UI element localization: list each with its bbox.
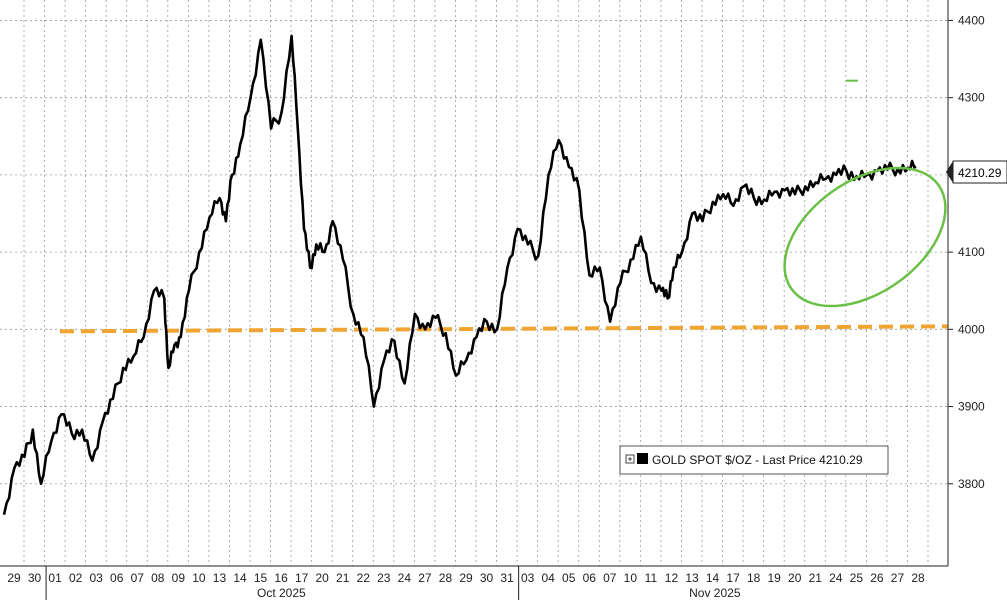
x-tick-label: 29 (459, 571, 473, 585)
x-tick-label: 07 (603, 571, 617, 585)
x-tick-label: 01 (48, 571, 62, 585)
x-tick-label: 29 (7, 571, 21, 585)
reference-line (59, 79, 949, 334)
x-tick-label: 27 (891, 571, 905, 585)
x-axis: 29 30 01 02 03 06 07 08 09 10 13 14 15 16 17 20 21 22 23 24… (0, 565, 948, 600)
x-tick-label: 15 (254, 571, 268, 585)
recent-rally-ellipse (783, 166, 947, 308)
x-tick-label: 22 (357, 571, 371, 585)
x-tick-label: 27 (418, 571, 432, 585)
x-tick-label: 06 (583, 571, 597, 585)
x-tick-label: 06 (110, 571, 124, 585)
x-tick-label: 26 (870, 571, 884, 585)
y-tick-label: 4400 (958, 13, 985, 27)
x-tick-label: 10 (192, 571, 206, 585)
x-tick-label: 04 (542, 571, 556, 585)
x-tick-label: 05 (562, 571, 576, 585)
x-tick-label: 17 (295, 571, 309, 585)
y-tick-label: 4100 (958, 245, 985, 259)
x-tick-label: 20 (788, 571, 802, 585)
x-tick-label: 12 (665, 571, 679, 585)
x-tick-label: 30 (28, 571, 42, 585)
y-tick-label: 4000 (958, 322, 985, 336)
x-tick-label: 18 (747, 571, 761, 585)
month-label-oct: Oct 2025 (257, 586, 306, 600)
x-tick-label: 02 (69, 571, 83, 585)
x-tick-label: 30 (480, 571, 494, 585)
x-tick-label: 10 (624, 571, 638, 585)
x-tick-label: 21 (809, 571, 823, 585)
x-tick-label: 28 (439, 571, 453, 585)
gold-spot-line (2, 34, 917, 515)
legend: GOLD SPOT $/OZ - Last Price 4210.29 (619, 445, 889, 475)
reference-line-4000 (59, 324, 949, 334)
legend-box (619, 445, 889, 475)
legend-label: GOLD SPOT $/OZ - Last Price 4210.29 (652, 453, 863, 467)
x-tick-label: 20 (316, 571, 330, 585)
price-series (2, 34, 917, 515)
x-tick-label: 14 (233, 571, 247, 585)
x-tick-label: 07 (131, 571, 145, 585)
x-tick-label: 13 (213, 571, 227, 585)
x-tick-label: 03 (521, 571, 535, 585)
x-tick-label: 16 (274, 571, 288, 585)
last-price-value: 4210.29 (958, 166, 1002, 180)
last-price-tag: 4210.29 (946, 160, 1007, 184)
x-tick-label: 11 (645, 571, 658, 585)
y-tick-label: 3900 (958, 400, 985, 414)
highlight-ellipse (783, 166, 947, 308)
y-tick-label: 4300 (958, 91, 985, 105)
x-tick-label: 21 (336, 571, 350, 585)
legend-swatch (637, 453, 648, 464)
x-tick-label: 09 (172, 571, 186, 585)
x-tick-label: 24 (398, 571, 412, 585)
month-label-nov: Nov 2025 (689, 586, 741, 600)
x-tick-label: 08 (151, 571, 165, 585)
x-tick-label: 13 (685, 571, 699, 585)
x-tick-label: 31 (500, 571, 514, 585)
x-tick-label: 19 (768, 571, 782, 585)
x-tick-label: 28 (911, 571, 925, 585)
x-tick-label: 23 (377, 571, 391, 585)
y-tick-label: 3800 (958, 477, 985, 491)
x-tick-label: 03 (90, 571, 104, 585)
x-tick-label: 25 (850, 571, 864, 585)
x-tick-label: 24 (829, 571, 843, 585)
x-tick-label: 17 (726, 571, 740, 585)
x-tick-label: 14 (706, 571, 720, 585)
